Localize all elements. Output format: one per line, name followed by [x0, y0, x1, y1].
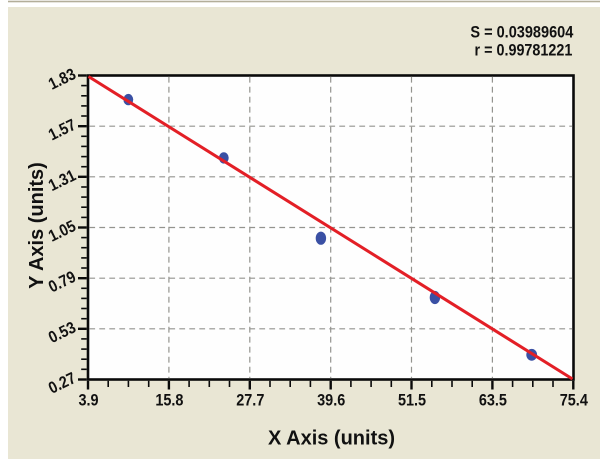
svg-text:Y Axis (units): Y Axis (units) — [26, 162, 48, 289]
svg-text:51.5: 51.5 — [398, 391, 426, 409]
svg-text:S = 0.03989604: S = 0.03989604 — [470, 23, 573, 41]
svg-text:63.5: 63.5 — [479, 391, 507, 409]
svg-text:39.6: 39.6 — [317, 391, 345, 409]
svg-text:X Axis (units): X Axis (units) — [268, 428, 395, 450]
svg-text:15.8: 15.8 — [155, 391, 183, 409]
svg-text:27.7: 27.7 — [236, 391, 264, 409]
svg-text:75.4: 75.4 — [560, 391, 588, 409]
svg-text:r = 0.99781221: r = 0.99781221 — [475, 41, 573, 59]
svg-text:3.9: 3.9 — [78, 391, 98, 409]
